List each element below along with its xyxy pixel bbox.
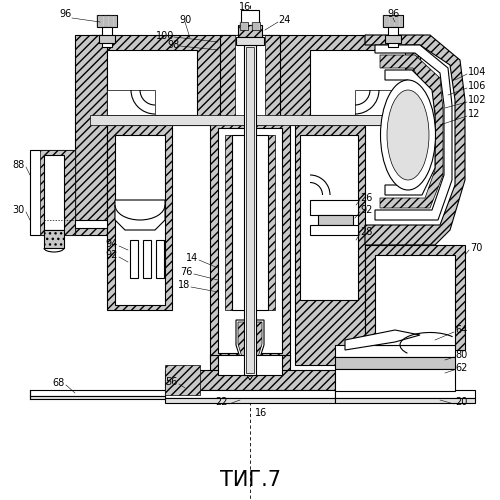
Text: 16: 16 xyxy=(239,2,251,12)
Polygon shape xyxy=(115,200,165,230)
Ellipse shape xyxy=(380,80,436,190)
Bar xyxy=(218,128,282,353)
Bar xyxy=(99,35,115,43)
Bar xyxy=(130,240,138,278)
Bar xyxy=(335,390,475,398)
Bar xyxy=(246,47,254,373)
Bar xyxy=(40,150,75,235)
Text: 30: 30 xyxy=(13,205,25,215)
Text: 24: 24 xyxy=(278,15,290,25)
Bar xyxy=(240,22,248,30)
Polygon shape xyxy=(385,70,435,195)
Text: 106: 106 xyxy=(468,81,486,91)
Bar xyxy=(165,365,200,395)
Polygon shape xyxy=(365,35,465,245)
Polygon shape xyxy=(107,90,155,115)
Bar xyxy=(107,50,197,115)
Bar xyxy=(310,200,358,215)
Bar xyxy=(220,35,280,125)
Text: 92: 92 xyxy=(106,250,118,260)
Text: 100: 100 xyxy=(156,31,174,41)
Bar xyxy=(210,355,290,375)
Bar xyxy=(165,398,335,403)
Bar xyxy=(90,35,420,125)
Bar xyxy=(365,245,465,350)
Bar xyxy=(210,120,290,360)
Polygon shape xyxy=(380,55,443,208)
Text: 70: 70 xyxy=(470,243,482,253)
Bar xyxy=(30,390,165,396)
Bar xyxy=(318,215,353,225)
Bar xyxy=(375,255,455,345)
Bar xyxy=(143,240,151,278)
Bar xyxy=(388,27,398,47)
Polygon shape xyxy=(375,45,452,220)
Bar xyxy=(252,22,260,30)
Text: 88: 88 xyxy=(13,160,25,170)
Bar xyxy=(30,150,75,235)
Bar xyxy=(30,396,165,399)
Bar xyxy=(218,355,282,375)
Bar xyxy=(44,230,64,248)
Text: 92: 92 xyxy=(360,205,372,215)
Bar xyxy=(295,125,365,365)
Text: ΤИГ.7: ΤИГ.7 xyxy=(220,470,280,490)
Polygon shape xyxy=(238,322,262,377)
Bar xyxy=(165,390,335,398)
Text: 62: 62 xyxy=(455,363,468,373)
Text: 20: 20 xyxy=(455,397,468,407)
Bar xyxy=(232,135,268,310)
Text: 56: 56 xyxy=(166,377,178,387)
Text: 28: 28 xyxy=(360,227,372,237)
Text: 96: 96 xyxy=(387,9,399,19)
Text: 22: 22 xyxy=(216,397,228,407)
Text: 98: 98 xyxy=(168,40,180,50)
Polygon shape xyxy=(236,320,264,380)
Polygon shape xyxy=(345,330,420,350)
Text: 14: 14 xyxy=(186,253,198,263)
Bar xyxy=(300,135,358,300)
Text: 102: 102 xyxy=(468,95,486,105)
Bar xyxy=(235,35,265,125)
Text: 26: 26 xyxy=(360,193,372,203)
Bar xyxy=(75,35,107,235)
Bar xyxy=(335,357,455,369)
Text: 94: 94 xyxy=(106,239,118,249)
Polygon shape xyxy=(355,90,395,115)
Text: 90: 90 xyxy=(179,15,191,25)
Text: 12: 12 xyxy=(468,109,480,119)
Bar xyxy=(385,35,401,43)
Bar xyxy=(236,37,264,45)
Bar xyxy=(165,370,335,390)
Bar xyxy=(335,398,475,403)
Text: 96: 96 xyxy=(59,9,71,19)
Bar xyxy=(102,27,112,47)
Bar xyxy=(97,15,117,27)
Bar xyxy=(115,135,165,305)
Bar xyxy=(310,225,358,235)
Bar xyxy=(156,240,164,278)
Text: 18: 18 xyxy=(178,280,190,290)
Bar xyxy=(225,135,275,310)
Text: 104: 104 xyxy=(468,67,486,77)
Bar xyxy=(75,220,107,228)
Text: 16: 16 xyxy=(255,408,267,418)
Text: 68: 68 xyxy=(53,378,65,388)
Ellipse shape xyxy=(387,90,429,180)
Text: 64: 64 xyxy=(455,325,467,335)
Bar xyxy=(90,115,420,125)
Text: 80: 80 xyxy=(455,350,467,360)
Text: 76: 76 xyxy=(180,267,193,277)
Bar xyxy=(107,125,172,310)
Bar xyxy=(244,45,256,375)
Bar xyxy=(335,369,455,391)
Bar xyxy=(241,10,259,25)
Bar xyxy=(44,155,64,230)
Bar xyxy=(238,25,262,37)
Bar xyxy=(335,345,455,357)
Bar xyxy=(383,15,403,27)
Bar xyxy=(310,50,405,115)
